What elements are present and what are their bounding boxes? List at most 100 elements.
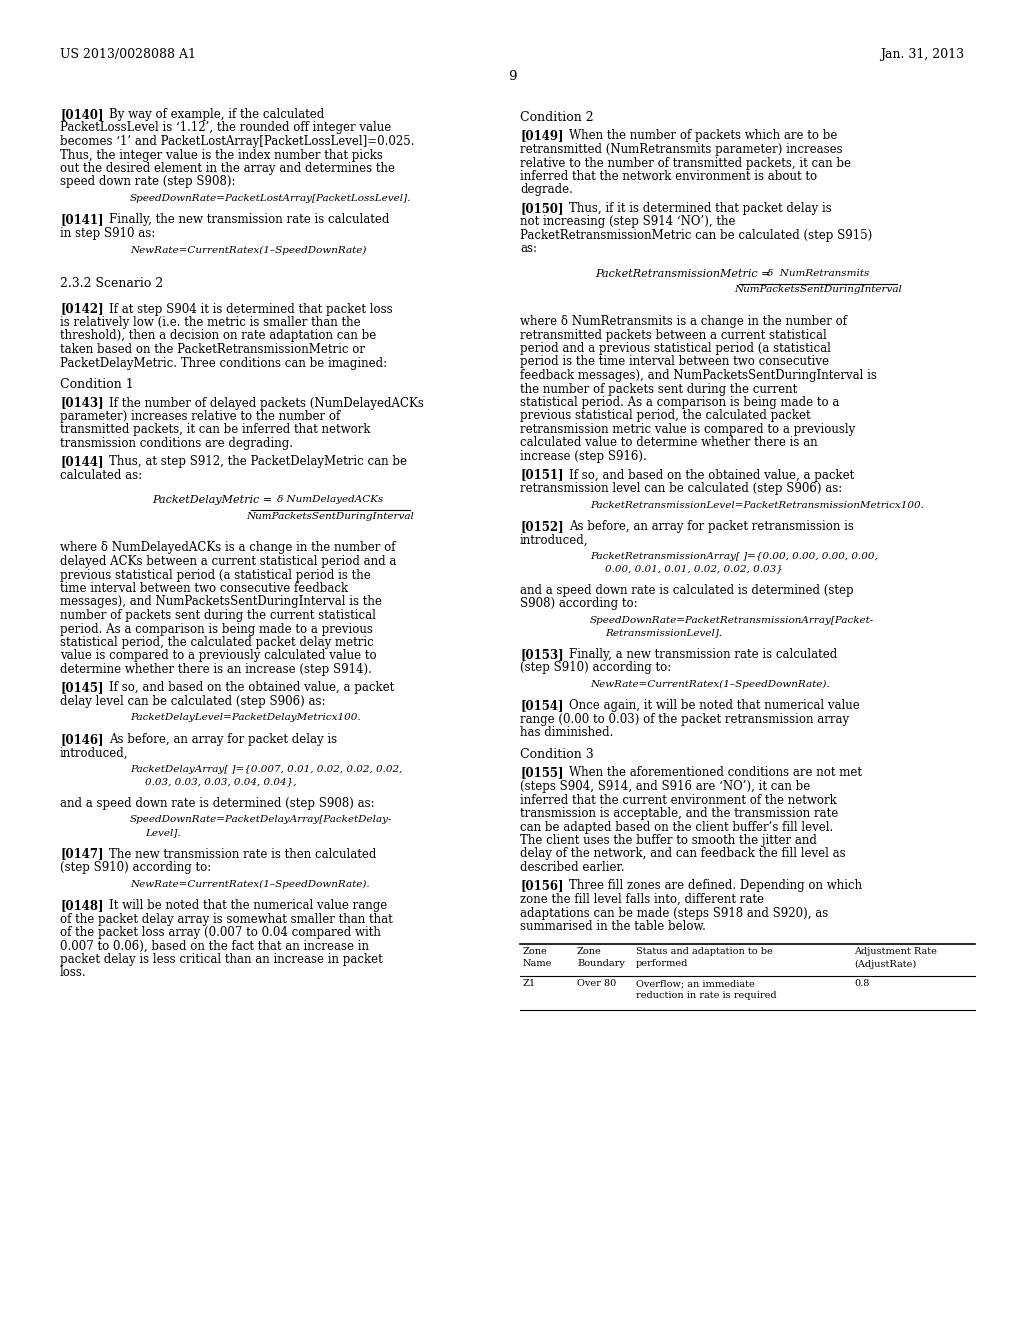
Text: 0.00, 0.01, 0.01, 0.02, 0.02, 0.03}: 0.00, 0.01, 0.01, 0.02, 0.02, 0.03}: [605, 565, 783, 573]
Text: Thus, at step S912, the PacketDelayMetric can be: Thus, at step S912, the PacketDelayMetri…: [110, 455, 408, 469]
Text: retransmitted (NumRetransmits parameter) increases: retransmitted (NumRetransmits parameter)…: [520, 143, 843, 156]
Text: retransmission level can be calculated (step S906) as:: retransmission level can be calculated (…: [520, 482, 843, 495]
Text: in step S910 as:: in step S910 as:: [60, 227, 156, 240]
Text: [0147]: [0147]: [60, 847, 103, 861]
Text: NewRate=CurrentRatex(1–SpeedDownRate).: NewRate=CurrentRatex(1–SpeedDownRate).: [130, 879, 370, 888]
Text: [0140]: [0140]: [60, 108, 103, 121]
Text: 0.03, 0.03, 0.03, 0.04, 0.04},: 0.03, 0.03, 0.03, 0.04, 0.04},: [145, 777, 297, 787]
Text: (steps S904, S914, and S916 are ‘NO’), it can be: (steps S904, S914, and S916 are ‘NO’), i…: [520, 780, 810, 793]
Text: By way of example, if the calculated: By way of example, if the calculated: [110, 108, 325, 121]
Text: NewRate=CurrentRatex(1–SpeedDownRate).: NewRate=CurrentRatex(1–SpeedDownRate).: [590, 680, 829, 689]
Text: 0.007 to 0.06), based on the fact that an increase in: 0.007 to 0.06), based on the fact that a…: [60, 940, 369, 953]
Text: [0144]: [0144]: [60, 455, 103, 469]
Text: packet delay is less critical than an increase in packet: packet delay is less critical than an in…: [60, 953, 383, 966]
Text: Three fill zones are defined. Depending on which: Three fill zones are defined. Depending …: [569, 879, 862, 892]
Text: When the number of packets which are to be: When the number of packets which are to …: [569, 129, 838, 143]
Text: calculated as:: calculated as:: [60, 469, 142, 482]
Text: feedback messages), and NumPacketsSentDuringInterval is: feedback messages), and NumPacketsSentDu…: [520, 370, 877, 381]
Text: SpeedDownRate=PacketDelayArray[PacketDelay-: SpeedDownRate=PacketDelayArray[PacketDel…: [130, 816, 392, 825]
Text: transmission conditions are degrading.: transmission conditions are degrading.: [60, 437, 293, 450]
Text: [0152]: [0152]: [520, 520, 563, 533]
Text: Once again, it will be noted that numerical value: Once again, it will be noted that numeri…: [569, 700, 860, 713]
Text: and a speed down rate is calculated is determined (step: and a speed down rate is calculated is d…: [520, 583, 854, 597]
Text: [0143]: [0143]: [60, 396, 103, 409]
Text: PacketRetransmissionMetric =: PacketRetransmissionMetric =: [595, 269, 770, 279]
Text: determine whether there is an increase (step S914).: determine whether there is an increase (…: [60, 663, 372, 676]
Text: Finally, a new transmission rate is calculated: Finally, a new transmission rate is calc…: [569, 648, 838, 661]
Text: [0146]: [0146]: [60, 733, 103, 746]
Text: Over 80: Over 80: [577, 979, 616, 989]
Text: [0142]: [0142]: [60, 302, 103, 315]
Text: transmission is acceptable, and the transmission rate: transmission is acceptable, and the tran…: [520, 807, 839, 820]
Text: (step S910) according to:: (step S910) according to:: [60, 861, 211, 874]
Text: Condition 1: Condition 1: [60, 378, 134, 391]
Text: If so, and based on the obtained value, a packet: If so, and based on the obtained value, …: [569, 469, 854, 482]
Text: period. As a comparison is being made to a previous: period. As a comparison is being made to…: [60, 623, 373, 635]
Text: NumPacketsSentDuringInterval: NumPacketsSentDuringInterval: [247, 512, 415, 521]
Text: NewRate=CurrentRatex(1–SpeedDownRate): NewRate=CurrentRatex(1–SpeedDownRate): [130, 246, 367, 255]
Text: Status and adaptation to be: Status and adaptation to be: [636, 948, 773, 957]
Text: [0151]: [0151]: [520, 469, 563, 482]
Text: 9: 9: [508, 70, 516, 83]
Text: Finally, the new transmission rate is calculated: Finally, the new transmission rate is ca…: [110, 214, 389, 227]
Text: transmitted packets, it can be inferred that network: transmitted packets, it can be inferred …: [60, 424, 371, 437]
Text: previous statistical period, the calculated packet: previous statistical period, the calcula…: [520, 409, 811, 422]
Text: S908) according to:: S908) according to:: [520, 598, 638, 610]
Text: [0153]: [0153]: [520, 648, 563, 661]
Text: messages), and NumPacketsSentDuringInterval is the: messages), and NumPacketsSentDuringInter…: [60, 595, 382, 609]
Text: [0155]: [0155]: [520, 767, 563, 780]
Text: statistical period, the calculated packet delay metric: statistical period, the calculated packe…: [60, 636, 374, 649]
Text: out the desired element in the array and determines the: out the desired element in the array and…: [60, 162, 395, 176]
Text: (step S910) according to:: (step S910) according to:: [520, 661, 672, 675]
Text: range (0.00 to 0.03) of the packet retransmission array: range (0.00 to 0.03) of the packet retra…: [520, 713, 849, 726]
Text: of the packet loss array (0.007 to 0.04 compared with: of the packet loss array (0.007 to 0.04 …: [60, 927, 381, 939]
Text: Name: Name: [523, 960, 552, 969]
Text: 0.8: 0.8: [854, 979, 869, 989]
Text: PacketDelayMetric =: PacketDelayMetric =: [153, 495, 272, 506]
Text: SpeedDownRate=PacketRetransmissionArray[Packet-: SpeedDownRate=PacketRetransmissionArray[…: [590, 616, 874, 624]
Text: SpeedDownRate=PacketLostArray[PacketLossLevel].: SpeedDownRate=PacketLostArray[PacketLoss…: [130, 194, 412, 203]
Text: inferred that the network environment is about to: inferred that the network environment is…: [520, 170, 817, 183]
Text: NumPacketsSentDuringInterval: NumPacketsSentDuringInterval: [734, 285, 902, 294]
Text: PacketRetransmissionMetric can be calculated (step S915): PacketRetransmissionMetric can be calcul…: [520, 228, 872, 242]
Text: [0148]: [0148]: [60, 899, 103, 912]
Text: taken based on the PacketRetransmissionMetric or: taken based on the PacketRetransmissionM…: [60, 343, 365, 356]
Text: where δ NumDelayedACKs is a change in the number of: where δ NumDelayedACKs is a change in th…: [60, 541, 395, 554]
Text: number of packets sent during the current statistical: number of packets sent during the curren…: [60, 609, 376, 622]
Text: where δ NumRetransmits is a change in the number of: where δ NumRetransmits is a change in th…: [520, 315, 847, 327]
Text: The new transmission rate is then calculated: The new transmission rate is then calcul…: [110, 847, 377, 861]
Text: The client uses the buffer to smooth the jitter and: The client uses the buffer to smooth the…: [520, 834, 817, 847]
Text: [0156]: [0156]: [520, 879, 563, 892]
Text: introduced,: introduced,: [60, 747, 128, 759]
Text: Condition 3: Condition 3: [520, 748, 594, 762]
Text: Level].: Level].: [145, 828, 180, 837]
Text: US 2013/0028088 A1: US 2013/0028088 A1: [60, 48, 196, 61]
Text: is relatively low (i.e. the metric is smaller than the: is relatively low (i.e. the metric is sm…: [60, 315, 360, 329]
Text: [0149]: [0149]: [520, 129, 563, 143]
Text: When the aforementioned conditions are not met: When the aforementioned conditions are n…: [569, 767, 862, 780]
Text: PacketRetransmissionArray[ ]={0.00, 0.00, 0.00, 0.00,: PacketRetransmissionArray[ ]={0.00, 0.00…: [590, 552, 878, 561]
Text: and a speed down rate is determined (step S908) as:: and a speed down rate is determined (ste…: [60, 797, 375, 810]
Text: summarised in the table below.: summarised in the table below.: [520, 920, 706, 933]
Text: retransmission metric value is compared to a previously: retransmission metric value is compared …: [520, 422, 855, 436]
Text: delayed ACKs between a current statistical period and a: delayed ACKs between a current statistic…: [60, 554, 396, 568]
Text: introduced,: introduced,: [520, 533, 589, 546]
Text: Boundary: Boundary: [577, 960, 625, 969]
Text: time interval between two consecutive feedback: time interval between two consecutive fe…: [60, 582, 348, 595]
Text: If the number of delayed packets (NumDelayedACKs: If the number of delayed packets (NumDel…: [110, 396, 424, 409]
Text: 2.3.2 Scenario 2: 2.3.2 Scenario 2: [60, 277, 163, 290]
Text: As before, an array for packet delay is: As before, an array for packet delay is: [110, 733, 337, 746]
Text: (AdjustRate): (AdjustRate): [854, 960, 916, 969]
Text: period and a previous statistical period (a statistical: period and a previous statistical period…: [520, 342, 830, 355]
Text: δ NumDelayedACKs: δ NumDelayedACKs: [278, 495, 384, 504]
Text: As before, an array for packet retransmission is: As before, an array for packet retransmi…: [569, 520, 854, 533]
Text: RetransmissionLevel].: RetransmissionLevel].: [605, 628, 722, 638]
Text: period is the time interval between two consecutive: period is the time interval between two …: [520, 355, 829, 368]
Text: degrade.: degrade.: [520, 183, 572, 197]
Text: parameter) increases relative to the number of: parameter) increases relative to the num…: [60, 411, 340, 422]
Text: delay of the network, and can feedback the fill level as: delay of the network, and can feedback t…: [520, 847, 846, 861]
Text: PacketDelayArray[ ]={0.007, 0.01, 0.02, 0.02, 0.02,: PacketDelayArray[ ]={0.007, 0.01, 0.02, …: [130, 766, 402, 774]
Text: PacketDelayMetric. Three conditions can be imagined:: PacketDelayMetric. Three conditions can …: [60, 356, 387, 370]
Text: Condition 2: Condition 2: [520, 111, 594, 124]
Text: has diminished.: has diminished.: [520, 726, 613, 739]
